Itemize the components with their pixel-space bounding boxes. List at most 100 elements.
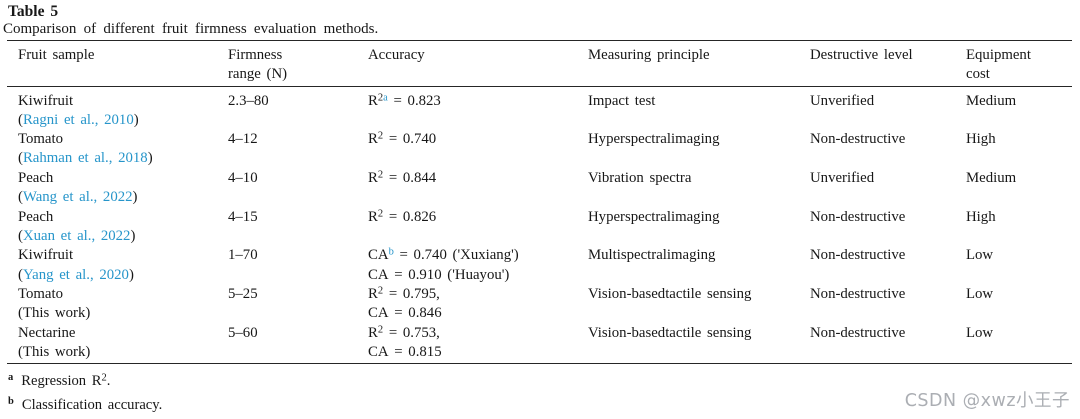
fruit-sample-name: Nectarine [18,324,76,341]
accuracy-line-1: R2 = 0.826 [368,208,437,225]
cell-firmness-range: 4–15 [228,208,258,225]
footnote-marker: a [8,372,14,383]
cell-firmness-range: 1–70 [228,247,258,264]
cell-equipment-cost: Low [966,324,994,341]
citation: (This work) [18,343,228,362]
cell-fruit-sample: Peach (Wang et al., 2022) [7,169,228,208]
fruit-sample-name: Peach [18,169,54,186]
table-row: Peach (Xuan et al., 2022) 4–15 R2 = 0.82… [7,208,1072,247]
citation-link[interactable]: Yang et al., 2020 [22,266,129,283]
table-caption: Comparison of different fruit firmness e… [3,21,379,37]
citation-link[interactable]: Wang et al., 2022 [22,189,133,206]
citation-link[interactable]: Ragni et al., 2010 [22,111,134,128]
cell-destructive-level: Non-destructive [810,131,906,148]
header-measuring-principle: Measuring principle [588,47,710,63]
cell-accuracy: R2 = 0.826 [368,208,588,247]
fruit-sample-name: Tomato [18,285,63,302]
footnote-b: b Classification accuracy. [8,396,163,413]
fruit-sample-name: Kiwifruit [18,247,74,264]
cell-destructive-level: Unverified [810,169,875,186]
cell-accuracy: CAb = 0.740 ('Xuxiang') CA = 0.910 ('Hua… [368,246,588,285]
header-fruit-sample: Fruit sample [18,47,95,63]
cell-measuring-principle: Hyperspectralimaging [588,131,720,148]
table-row: Kiwifruit (Yang et al., 2020) 1–70 CAb =… [7,246,1072,285]
fruit-sample-name: Peach [18,208,54,225]
cell-fruit-sample: Tomato (This work) [7,285,228,324]
table-row: Tomato (This work) 5–25 R2 = 0.795, CA =… [7,285,1072,324]
cell-measuring-principle: Multispectralimaging [588,247,716,264]
footnote-marker-ref[interactable]: a [383,92,388,103]
cell-measuring-principle: Vision-basedtactile sensing [588,285,752,302]
table-header-row: Fruit sample Firmness range (N) Accuracy… [7,41,1072,87]
cell-fruit-sample: Kiwifruit (Ragni et al., 2010) [7,92,228,131]
table-row: Tomato (Rahman et al., 2018) 4–12 R2 = 0… [7,130,1072,169]
fruit-sample-name: Tomato [18,131,63,148]
accuracy-line-1: R2a = 0.823 [368,92,441,109]
cell-fruit-sample: Peach (Xuan et al., 2022) [7,208,228,247]
cell-destructive-level: Unverified [810,92,875,109]
citation-link[interactable]: Rahman et al., 2018 [22,150,148,167]
cell-measuring-principle: Hyperspectralimaging [588,208,720,225]
cell-firmness-range: 4–12 [228,131,258,148]
accuracy-line-2: CA = 0.815 [368,343,442,360]
footnote-marker: b [8,396,14,407]
cell-firmness-range: 5–60 [228,324,258,341]
table-title: Table 5 [8,3,59,20]
citation: (Xuan et al., 2022) [18,227,136,244]
cell-destructive-level: Non-destructive [810,208,906,225]
cell-destructive-level: Non-destructive [810,247,906,264]
citation: (Wang et al., 2022) [18,189,138,206]
comparison-table: Fruit sample Firmness range (N) Accuracy… [7,40,1072,364]
citation: (Yang et al., 2020) [18,266,134,283]
citation-link[interactable]: Xuan et al., 2022 [22,227,131,244]
accuracy-line-1: R2 = 0.795, [368,285,440,302]
cell-fruit-sample: Tomato (Rahman et al., 2018) [7,130,228,169]
citation-plain: (This work) [18,305,91,322]
cell-equipment-cost: Medium [966,169,1017,186]
table-row: Kiwifruit (Ragni et al., 2010) 2.3–80 R2… [7,92,1072,131]
accuracy-line-2: CA = 0.846 [368,305,442,322]
accuracy-line-1: R2 = 0.740 [368,130,437,148]
header-destructive-level: Destructive level [810,47,913,63]
accuracy-line-1: CAb = 0.740 ('Xuxiang') [368,246,519,264]
cell-measuring-principle: Vibration spectra [588,169,692,186]
cell-fruit-sample: Nectarine (This work) [7,324,228,363]
cell-equipment-cost: High [966,208,996,225]
cell-equipment-cost: Low [966,247,994,264]
cell-accuracy: R2 = 0.844 [368,169,588,208]
cell-firmness-range: 5–25 [228,285,258,302]
table-body: Kiwifruit (Ragni et al., 2010) 2.3–80 R2… [7,87,1072,364]
cell-equipment-cost: High [966,131,996,148]
cell-accuracy: R2 = 0.795, CA = 0.846 [368,285,588,324]
accuracy-line-2: CA = 0.910 ('Huayou') [368,266,510,283]
cell-accuracy: R2a = 0.823 [368,92,588,131]
accuracy-line-1: R2 = 0.844 [368,169,437,186]
cell-accuracy: R2 = 0.753, CA = 0.815 [368,324,588,363]
cell-measuring-principle: Impact test [588,92,656,109]
cell-firmness-range: 2.3–80 [228,92,269,109]
header-accuracy: Accuracy [368,47,425,63]
cell-destructive-level: Non-destructive [810,285,906,302]
cell-measuring-principle: Vision-basedtactile sensing [588,324,752,341]
citation: (Ragni et al., 2010) [18,111,139,128]
citation-plain: (This work) [18,343,91,360]
footnote-marker-ref[interactable]: b [388,246,394,258]
citation: (Rahman et al., 2018) [18,150,153,167]
table-row: Peach (Wang et al., 2022) 4–10 R2 = 0.84… [7,169,1072,208]
cell-equipment-cost: Low [966,285,994,302]
cell-accuracy: R2 = 0.740 [368,130,588,169]
header-equipment-cost: Equipment cost [966,47,1031,83]
footnote-a: a Regression R2. [8,372,111,389]
cell-destructive-level: Non-destructive [810,324,906,341]
header-firmness-range: Firmness range (N) [228,47,288,83]
cell-equipment-cost: Medium [966,92,1017,109]
csdn-watermark: CSDN @xwz小王子 [904,391,1070,411]
table-row: Nectarine (This work) 5–60 R2 = 0.753, C… [7,324,1072,363]
accuracy-line-1: R2 = 0.753, [368,324,440,341]
cell-fruit-sample: Kiwifruit (Yang et al., 2020) [7,246,228,285]
citation: (This work) [18,304,228,323]
fruit-sample-name: Kiwifruit [18,92,74,109]
table-footnotes: a Regression R2. b Classification accuracy… [8,369,162,417]
cell-firmness-range: 4–10 [228,169,258,186]
